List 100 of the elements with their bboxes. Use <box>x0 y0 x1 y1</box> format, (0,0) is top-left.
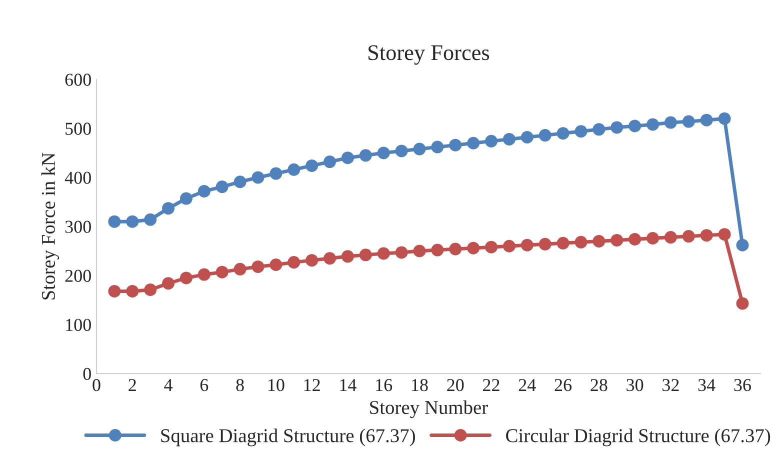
point <box>341 152 354 164</box>
point <box>395 144 408 158</box>
point <box>718 112 731 125</box>
point <box>234 262 246 276</box>
point <box>252 171 264 184</box>
point <box>502 132 516 146</box>
point <box>628 120 642 132</box>
y-tick-label: 500 <box>66 122 91 135</box>
point <box>610 234 624 246</box>
y-tick-label: 200 <box>65 270 91 282</box>
point <box>646 232 660 245</box>
x-tick-label: 14 <box>340 379 356 391</box>
point <box>431 244 444 256</box>
point <box>592 123 606 136</box>
x-tick-label: 18 <box>412 378 428 392</box>
point <box>198 268 210 281</box>
point <box>574 125 588 138</box>
y-tick-label: 600 <box>65 74 91 86</box>
point <box>108 284 121 298</box>
point <box>700 229 713 242</box>
point <box>538 238 552 250</box>
point <box>556 236 570 250</box>
x-tick-label: 16 <box>376 379 392 392</box>
point <box>270 167 282 180</box>
point <box>628 232 642 246</box>
point <box>413 244 426 258</box>
point <box>467 136 480 150</box>
x-tick-label: 22 <box>483 379 500 391</box>
point <box>682 115 695 128</box>
x-tick-label: 30 <box>626 378 644 392</box>
point <box>610 121 624 134</box>
x-tick-label: 28 <box>590 378 608 392</box>
point <box>216 180 228 194</box>
point <box>198 184 210 198</box>
y-tick-label: 400 <box>64 172 91 184</box>
point <box>485 240 498 254</box>
x-tick-label: 32 <box>662 379 679 392</box>
point <box>162 277 175 290</box>
point <box>467 242 480 254</box>
x-tick-label: 6 <box>200 379 208 392</box>
point <box>216 266 228 278</box>
x-tick-label: 12 <box>304 379 320 391</box>
point <box>108 215 121 228</box>
point <box>306 254 318 267</box>
x-tick-label: 36 <box>734 379 751 392</box>
point <box>718 228 731 241</box>
point <box>324 156 336 168</box>
point <box>556 127 570 140</box>
x-tick-label: 4 <box>164 379 173 391</box>
point <box>520 131 534 144</box>
point <box>736 297 749 310</box>
point <box>341 250 354 263</box>
point <box>538 129 552 142</box>
point <box>700 114 713 126</box>
point <box>520 238 534 252</box>
x-tick-label: 34 <box>698 379 716 392</box>
point <box>574 236 588 248</box>
point <box>502 240 516 252</box>
point <box>180 272 192 284</box>
y-axis-title: Storey Force in kN <box>41 152 59 300</box>
chart-title: Storey Forces <box>368 45 490 65</box>
point <box>664 231 677 244</box>
point <box>359 248 372 262</box>
x-tick-label: 10 <box>268 378 284 392</box>
point <box>288 256 300 269</box>
y-tick-label: 300 <box>65 220 91 233</box>
x-tick-label: 2 <box>128 379 136 391</box>
point <box>306 159 318 172</box>
y-tick-label: 0 <box>83 368 91 380</box>
point <box>377 247 390 260</box>
point <box>664 116 677 129</box>
point <box>377 146 390 160</box>
x-tick-label: 26 <box>554 379 572 392</box>
point <box>682 230 695 243</box>
point <box>270 258 282 271</box>
point <box>485 134 498 148</box>
point <box>288 163 300 176</box>
point <box>126 215 139 228</box>
point <box>252 260 264 273</box>
point <box>162 202 175 215</box>
x-tick-label: 24 <box>518 379 536 391</box>
x-tick-label: 20 <box>447 378 464 392</box>
y-tick-label: 100 <box>66 318 91 332</box>
point <box>413 142 426 156</box>
point <box>431 140 444 154</box>
point <box>449 242 462 256</box>
x-tick-label: 8 <box>236 378 244 392</box>
x-axis-title: Storey Number <box>370 400 488 418</box>
point <box>180 192 192 205</box>
point <box>324 252 336 265</box>
point <box>592 234 606 248</box>
point <box>736 238 749 252</box>
point <box>646 118 660 131</box>
legend-label: Circular Diagrid Structure (67.37) <box>506 428 770 446</box>
point <box>144 284 157 296</box>
x-tick-label: 0 <box>92 378 100 392</box>
point <box>144 213 157 226</box>
point <box>449 138 462 152</box>
point <box>395 246 408 259</box>
point <box>126 284 139 298</box>
